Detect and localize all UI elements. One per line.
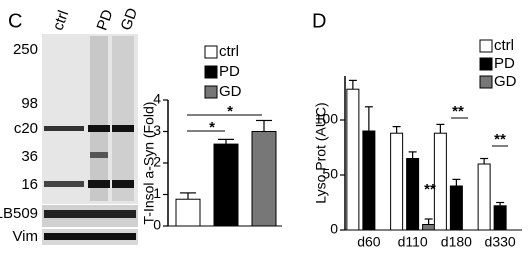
x-tick-label: d180 <box>441 234 472 250</box>
blot-band <box>44 181 84 187</box>
bar <box>346 88 360 231</box>
y-tick-label: 0 <box>153 217 161 233</box>
marker-label: LB509 <box>0 205 38 222</box>
legend-swatch <box>204 85 218 99</box>
blot-smear <box>112 36 134 201</box>
significance-marker: ** <box>494 131 506 148</box>
marker-label: 250 <box>13 41 38 58</box>
x-tick-label: d60 <box>357 234 381 250</box>
significance-marker: * <box>227 103 233 120</box>
lane-label: ctrl <box>50 8 73 33</box>
lane-label: GD <box>118 6 142 33</box>
y-tick-label: 0 <box>330 221 338 237</box>
marker-label: Vim <box>12 228 38 245</box>
marker-label: 36 <box>21 148 38 165</box>
bar <box>390 132 404 231</box>
legend-swatch <box>204 45 218 59</box>
x-tick-label: d330 <box>485 234 516 250</box>
marker-label: c20 <box>14 120 38 137</box>
blot-band <box>88 180 110 188</box>
y-tick-label: 4 <box>153 91 161 107</box>
legend-label: PD <box>219 63 240 80</box>
y-tick-label: 1 <box>153 185 161 201</box>
legend-label: GD <box>494 73 517 90</box>
y-tick-label: 100 <box>315 111 339 127</box>
bar <box>175 198 201 227</box>
legend-swatch <box>204 65 218 79</box>
y-axis-label: Lyso Prot (AUC) <box>313 102 329 203</box>
bar <box>251 131 277 227</box>
significance-marker: ** <box>424 181 436 198</box>
blot-band <box>112 180 134 188</box>
bar <box>449 185 463 231</box>
bar <box>213 143 239 227</box>
legend-swatch <box>479 57 493 71</box>
blot-smear <box>90 36 108 201</box>
blot-band <box>44 126 84 131</box>
panel-label: D <box>312 10 326 32</box>
legend-swatch <box>479 75 493 89</box>
y-tick-label: 3 <box>153 122 161 138</box>
legend-label: PD <box>494 55 515 72</box>
legend-label: GD <box>219 83 242 100</box>
western-blot <box>42 34 138 245</box>
bar <box>406 158 420 231</box>
lane-label: PD <box>94 7 117 33</box>
bar <box>422 224 436 231</box>
legend-label: ctrl <box>494 37 514 54</box>
marker-label: 98 <box>21 95 38 112</box>
significance-marker: * <box>209 119 215 136</box>
bar <box>477 163 491 231</box>
blot-band <box>44 210 136 218</box>
bar <box>433 132 447 231</box>
legend-swatch <box>479 39 493 53</box>
bar <box>362 130 376 231</box>
x-tick-label: d110 <box>398 234 428 250</box>
y-axis-label: T-Insol a-Syn (Fold) <box>141 102 157 225</box>
legend-label: ctrl <box>219 43 239 60</box>
marker-label: 16 <box>21 176 38 193</box>
y-tick-label: 2 <box>153 154 161 170</box>
blot-band <box>88 125 110 132</box>
significance-marker: ** <box>452 103 464 120</box>
blot-band <box>90 152 108 158</box>
bar <box>493 205 507 231</box>
blot-band <box>44 233 136 240</box>
panel-label: C <box>8 10 22 32</box>
y-tick-label: 50 <box>322 166 338 182</box>
blot-band <box>112 125 134 132</box>
